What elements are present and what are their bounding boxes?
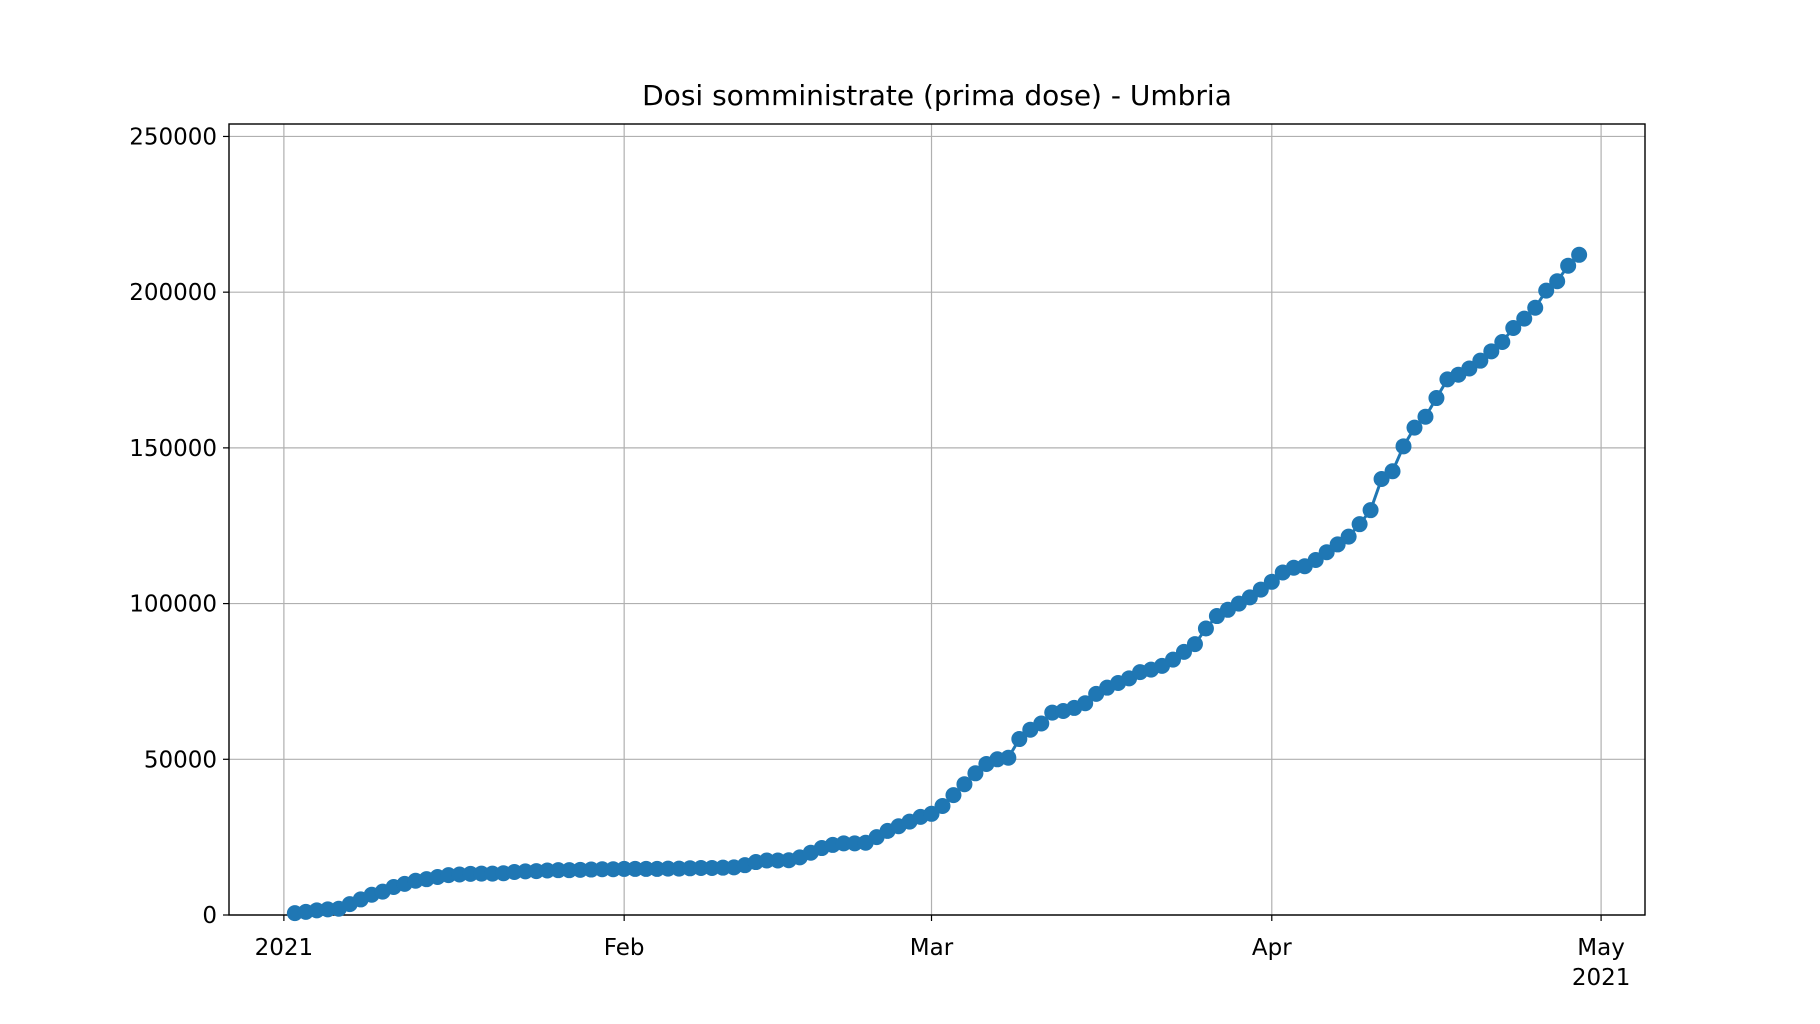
data-point: [550, 862, 567, 879]
data-point: [627, 860, 644, 877]
x-tick-label: 2021: [1572, 965, 1631, 991]
data-point: [1571, 246, 1588, 263]
data-point: [945, 787, 962, 804]
data-point: [1406, 419, 1423, 436]
data-point: [1538, 282, 1555, 299]
data-point: [934, 798, 951, 815]
data-point: [1428, 390, 1445, 407]
data-point: [473, 865, 490, 882]
y-tick-label: 0: [202, 903, 217, 929]
data-point: [1516, 310, 1533, 327]
data-point: [835, 835, 852, 852]
data-point: [1505, 319, 1522, 336]
y-tick-label: 150000: [129, 436, 217, 462]
x-tick-label: Mar: [910, 935, 954, 961]
data-point: [1197, 620, 1214, 637]
data-point: [616, 860, 633, 877]
data-point: [1527, 299, 1544, 316]
data-point: [660, 860, 677, 877]
data-point: [1340, 528, 1357, 545]
x-tick-label: Feb: [604, 935, 645, 961]
plot-frame: [228, 123, 1646, 916]
data-point: [1494, 333, 1511, 350]
data-point: [758, 852, 775, 869]
y-tick-label: 200000: [129, 280, 217, 306]
data-point: [1263, 573, 1280, 590]
data-point: [1395, 438, 1412, 455]
data-point: [1483, 343, 1500, 360]
data-point: [693, 859, 709, 876]
data-point: [594, 861, 611, 878]
data-point: [1384, 463, 1401, 480]
x-tick-label: 2021: [255, 935, 314, 961]
data-point: [1472, 352, 1489, 369]
chart-title: Dosi somministrate (prima dose) - Umbria: [642, 79, 1232, 112]
x-tick-label: Apr: [1252, 935, 1292, 961]
data-point: [1362, 502, 1379, 519]
data-point: [1011, 731, 1028, 748]
data-point: [956, 776, 973, 793]
data-point: [1186, 636, 1203, 653]
data-point: [1560, 257, 1577, 274]
data-point: [1549, 273, 1566, 290]
data-point: [1000, 749, 1017, 766]
y-tick-label: 100000: [129, 592, 217, 618]
y-tick-label: 50000: [144, 747, 217, 773]
y-tick-label: 250000: [129, 124, 217, 150]
data-point: [1033, 715, 1050, 732]
data-point: [638, 860, 655, 877]
data-point: [1417, 408, 1434, 425]
data-point: [967, 765, 984, 782]
data-point: [1077, 695, 1094, 712]
x-tick-label: May: [1577, 935, 1625, 961]
data-point: [1351, 516, 1368, 533]
